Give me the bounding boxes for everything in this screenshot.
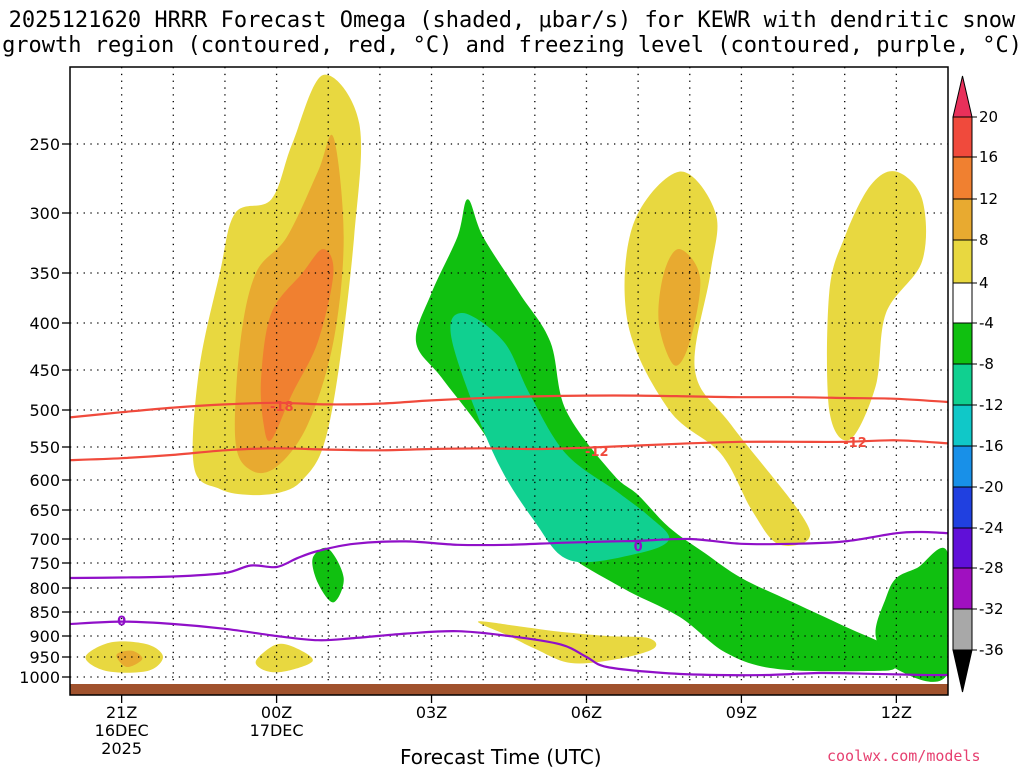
omega-region-4 [255,643,313,673]
dgz-contour--12 [70,439,948,462]
colorbar-label--32: -32 [979,600,1004,618]
x-tick-label-21Z: 21Z [106,703,137,722]
dgz-contour-label: -12 [843,436,867,451]
freezing-contour-0 [70,620,948,677]
colorbar-label--12: -12 [979,396,1004,414]
omega-shading [85,74,948,682]
y-tick-label-950: 950 [29,648,60,667]
colorbar-label--28: -28 [979,559,1004,577]
colorbar-bin [952,322,973,365]
y-tick-label-550: 550 [29,438,60,457]
omega-region-4 [826,171,927,441]
colorbar-bin [952,608,973,651]
dgz-contour-label: -18 [270,400,294,415]
y-tick-label-350: 350 [29,264,60,283]
colorbar-label-16: 16 [979,148,998,166]
omega-region--8 [450,313,670,563]
colorbar-bin [952,156,973,200]
y-tick-label-300: 300 [29,204,60,223]
y-tick-label-450: 450 [29,361,60,380]
x-tick-label-06Z: 06Z [571,703,602,722]
omega-region--4 [312,547,344,603]
colorbar-label--16: -16 [979,437,1004,455]
colorbar-label--4: -4 [979,314,994,332]
plot-frame [69,66,949,696]
y-tick-label-800: 800 [29,579,60,598]
chart-title-line1: 2025121620 HRRR Forecast Omega (shaded, … [8,8,1016,33]
credit-link[interactable]: coolwx.com/models [827,747,981,765]
x-tick-label-12Z: 12Z [881,703,912,722]
y-tick-label-850: 850 [29,603,60,622]
omega-region--4 [875,547,948,682]
colorbar-bin [952,527,973,569]
omega-region--4 [415,199,899,672]
freezing-contour-label: 0 [634,540,643,555]
y-tick-label-400: 400 [29,314,60,333]
y-tick-label-500: 500 [29,401,60,420]
colorbar-bin [952,567,973,610]
x-date-label: 16DEC [95,721,149,740]
colorbar-bin [952,282,973,324]
colorbar-label--24: -24 [979,519,1004,537]
colorbar-label-8: 8 [979,231,989,249]
y-tick-label-600: 600 [29,471,60,490]
x-tick-label-09Z: 09Z [726,703,757,722]
colorbar-label--8: -8 [979,355,994,373]
dgz-contour--18 [70,394,948,419]
colorbar-bottom-arrow [952,649,973,693]
y-tick-label-1000: 1000 [19,668,60,687]
y-axis-ticks: 250 300 350 400 450 500 550 600 650 700 750 800 850 9… [19,135,70,687]
colorbar-label-12: 12 [979,190,998,208]
colorbar-bin [952,239,973,284]
y-tick-label-250: 250 [29,135,60,154]
x-tick-label-00Z: 00Z [261,703,292,722]
dgz-contour-label: -12 [585,445,609,460]
x-tick-label-03Z: 03Z [416,703,447,722]
omega-region-4 [477,621,657,664]
y-tick-label-750: 750 [29,554,60,573]
omega-region-8 [116,650,143,668]
colorbar-label-4: 4 [979,274,989,292]
colorbar-top-arrow [952,75,973,118]
y-tick-label-650: 650 [29,501,60,520]
x-axis-title: Forecast Time (UTC) [400,745,602,769]
contour-lines: -18 -12 -12 0 0 [70,394,948,677]
omega-region-12 [260,249,334,442]
colorbar-bin [952,445,973,488]
colorbar-bin [952,116,973,158]
dotted-grid [70,67,948,695]
colorbar: 20 16 12 8 4 -4 -8 -12 -16 -20 -24 -28 -32 -36 [952,75,1004,693]
omega-region-4 [624,171,811,546]
colorbar-bin [952,486,973,529]
x-year-label: 2025 [101,739,142,758]
ground-surface [70,684,948,695]
colorbar-bin [952,363,973,406]
colorbar-label--36: -36 [979,641,1004,659]
colorbar-bin [952,198,973,241]
freezing-contour-0 [70,530,948,580]
y-tick-label-700: 700 [29,530,60,549]
colorbar-bin [952,404,973,447]
x-date-label: 17DEC [250,721,304,740]
y-tick-label-900: 900 [29,627,60,646]
chart-title-line2: growth region (contoured, red, °C) and f… [2,33,1022,58]
colorbar-label--20: -20 [979,478,1004,496]
freezing-contour-label: 0 [117,615,126,630]
colorbar-label-20: 20 [979,108,998,126]
